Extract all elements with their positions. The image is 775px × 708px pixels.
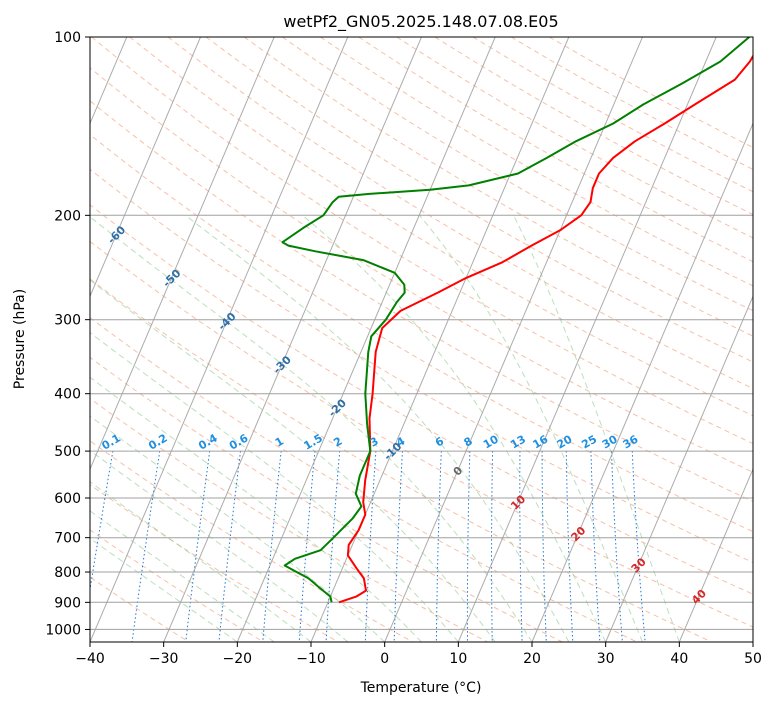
moist-adiabat-line [90, 449, 349, 642]
isotherm-line [236, 37, 496, 642]
dry-adiabat-line [90, 397, 489, 642]
y-tick-label: 400 [54, 387, 81, 403]
y-tick-label: 300 [54, 313, 81, 329]
x-tick-label: 50 [744, 651, 762, 667]
moist-adiabat-line [302, 214, 607, 642]
plot-frame [89, 36, 754, 643]
mixing-ratio-line [298, 451, 316, 642]
mixing-ratio-line [90, 451, 114, 593]
y-tick-label: 800 [54, 565, 81, 581]
dry-adiabat-line [90, 100, 753, 503]
mixing-ratio-line [435, 451, 442, 642]
profile-lines [281, 37, 753, 604]
dry-adiabat-line [90, 356, 564, 642]
isotherm-line [163, 37, 422, 642]
dry-adiabat-line [205, 37, 753, 363]
x-axis-label: Temperature (°C) [360, 680, 482, 696]
x-tick-label: −30 [149, 651, 179, 667]
mixing-ratio-line [393, 451, 403, 642]
x-tick-label: 0 [380, 651, 389, 667]
moist-adiabat-line [90, 481, 312, 642]
y-axis-label: Pressure (hPa) [12, 289, 28, 389]
mixing-ratio-line [590, 451, 601, 642]
dry-adiabat-line [167, 37, 753, 390]
temperature-profile [338, 54, 753, 604]
dry-adiabat-line [90, 168, 753, 564]
mixing-ratio-line [466, 451, 471, 642]
mixing-ratio-line [185, 451, 211, 642]
moist-adiabat-line [513, 215, 680, 642]
mixing-ratio-line [565, 451, 574, 642]
moist-adiabat-line [90, 415, 386, 642]
isotherm-line [310, 37, 570, 642]
y-tick-label: 900 [54, 595, 81, 611]
isotherm-line [678, 467, 753, 642]
mixing-ratio-line [631, 451, 646, 642]
y-axis-ticks: 100 200 300 400 500 600 700 800 900 1000 [45, 30, 90, 638]
x-tick-label: −40 [75, 651, 105, 667]
isotherm-line [531, 122, 753, 642]
x-tick-label: −10 [296, 651, 326, 667]
mixing-ratio-line [519, 451, 523, 642]
dry-adiabat-line [243, 37, 753, 337]
moist-adiabat-line [90, 376, 422, 642]
x-tick-label: 10 [449, 651, 467, 667]
isotherm-line [90, 37, 201, 298]
isotherm-line [90, 37, 349, 642]
mixing-ratio-line [262, 451, 282, 642]
dry-adiabat-line [90, 204, 753, 595]
mixing-ratio-line [611, 451, 623, 642]
y-tick-label: 500 [54, 444, 81, 460]
dewpoint-profile [281, 37, 750, 603]
isotherm-line [605, 295, 753, 642]
x-tick-label: −20 [223, 651, 253, 667]
mixing-ratio-line [364, 451, 377, 642]
dry-adiabat-line [129, 37, 753, 417]
isotherm-line [90, 37, 275, 471]
moist-adiabat-line [90, 216, 533, 642]
mixing-ratio-line [541, 451, 547, 642]
grid-lines [90, 37, 753, 642]
y-tick-label: 100 [54, 30, 81, 46]
mixing-ratio-line [491, 451, 494, 642]
isotherm-line [457, 37, 717, 642]
x-tick-label: 20 [523, 651, 541, 667]
moist-adiabat-line [90, 279, 496, 642]
isotherm-line [384, 37, 643, 642]
x-tick-label: 30 [597, 651, 615, 667]
moist-adiabat-line [90, 510, 275, 642]
chart-title: wetPf2_GN05.2025.148.07.08.E05 [283, 12, 558, 32]
y-tick-label: 700 [54, 531, 81, 547]
y-tick-label: 1000 [45, 622, 81, 638]
y-tick-label: 600 [54, 491, 81, 507]
dry-adiabat-line [90, 317, 639, 642]
x-tick-label: 40 [670, 651, 688, 667]
x-axis-ticks: −40 −30 −20 −10 0 10 20 30 40 50 [75, 642, 762, 667]
mixing-ratio-line [325, 451, 341, 642]
y-tick-label: 200 [54, 208, 81, 224]
moist-adiabat-line [419, 214, 643, 642]
mixing-ratio-line [218, 451, 241, 642]
